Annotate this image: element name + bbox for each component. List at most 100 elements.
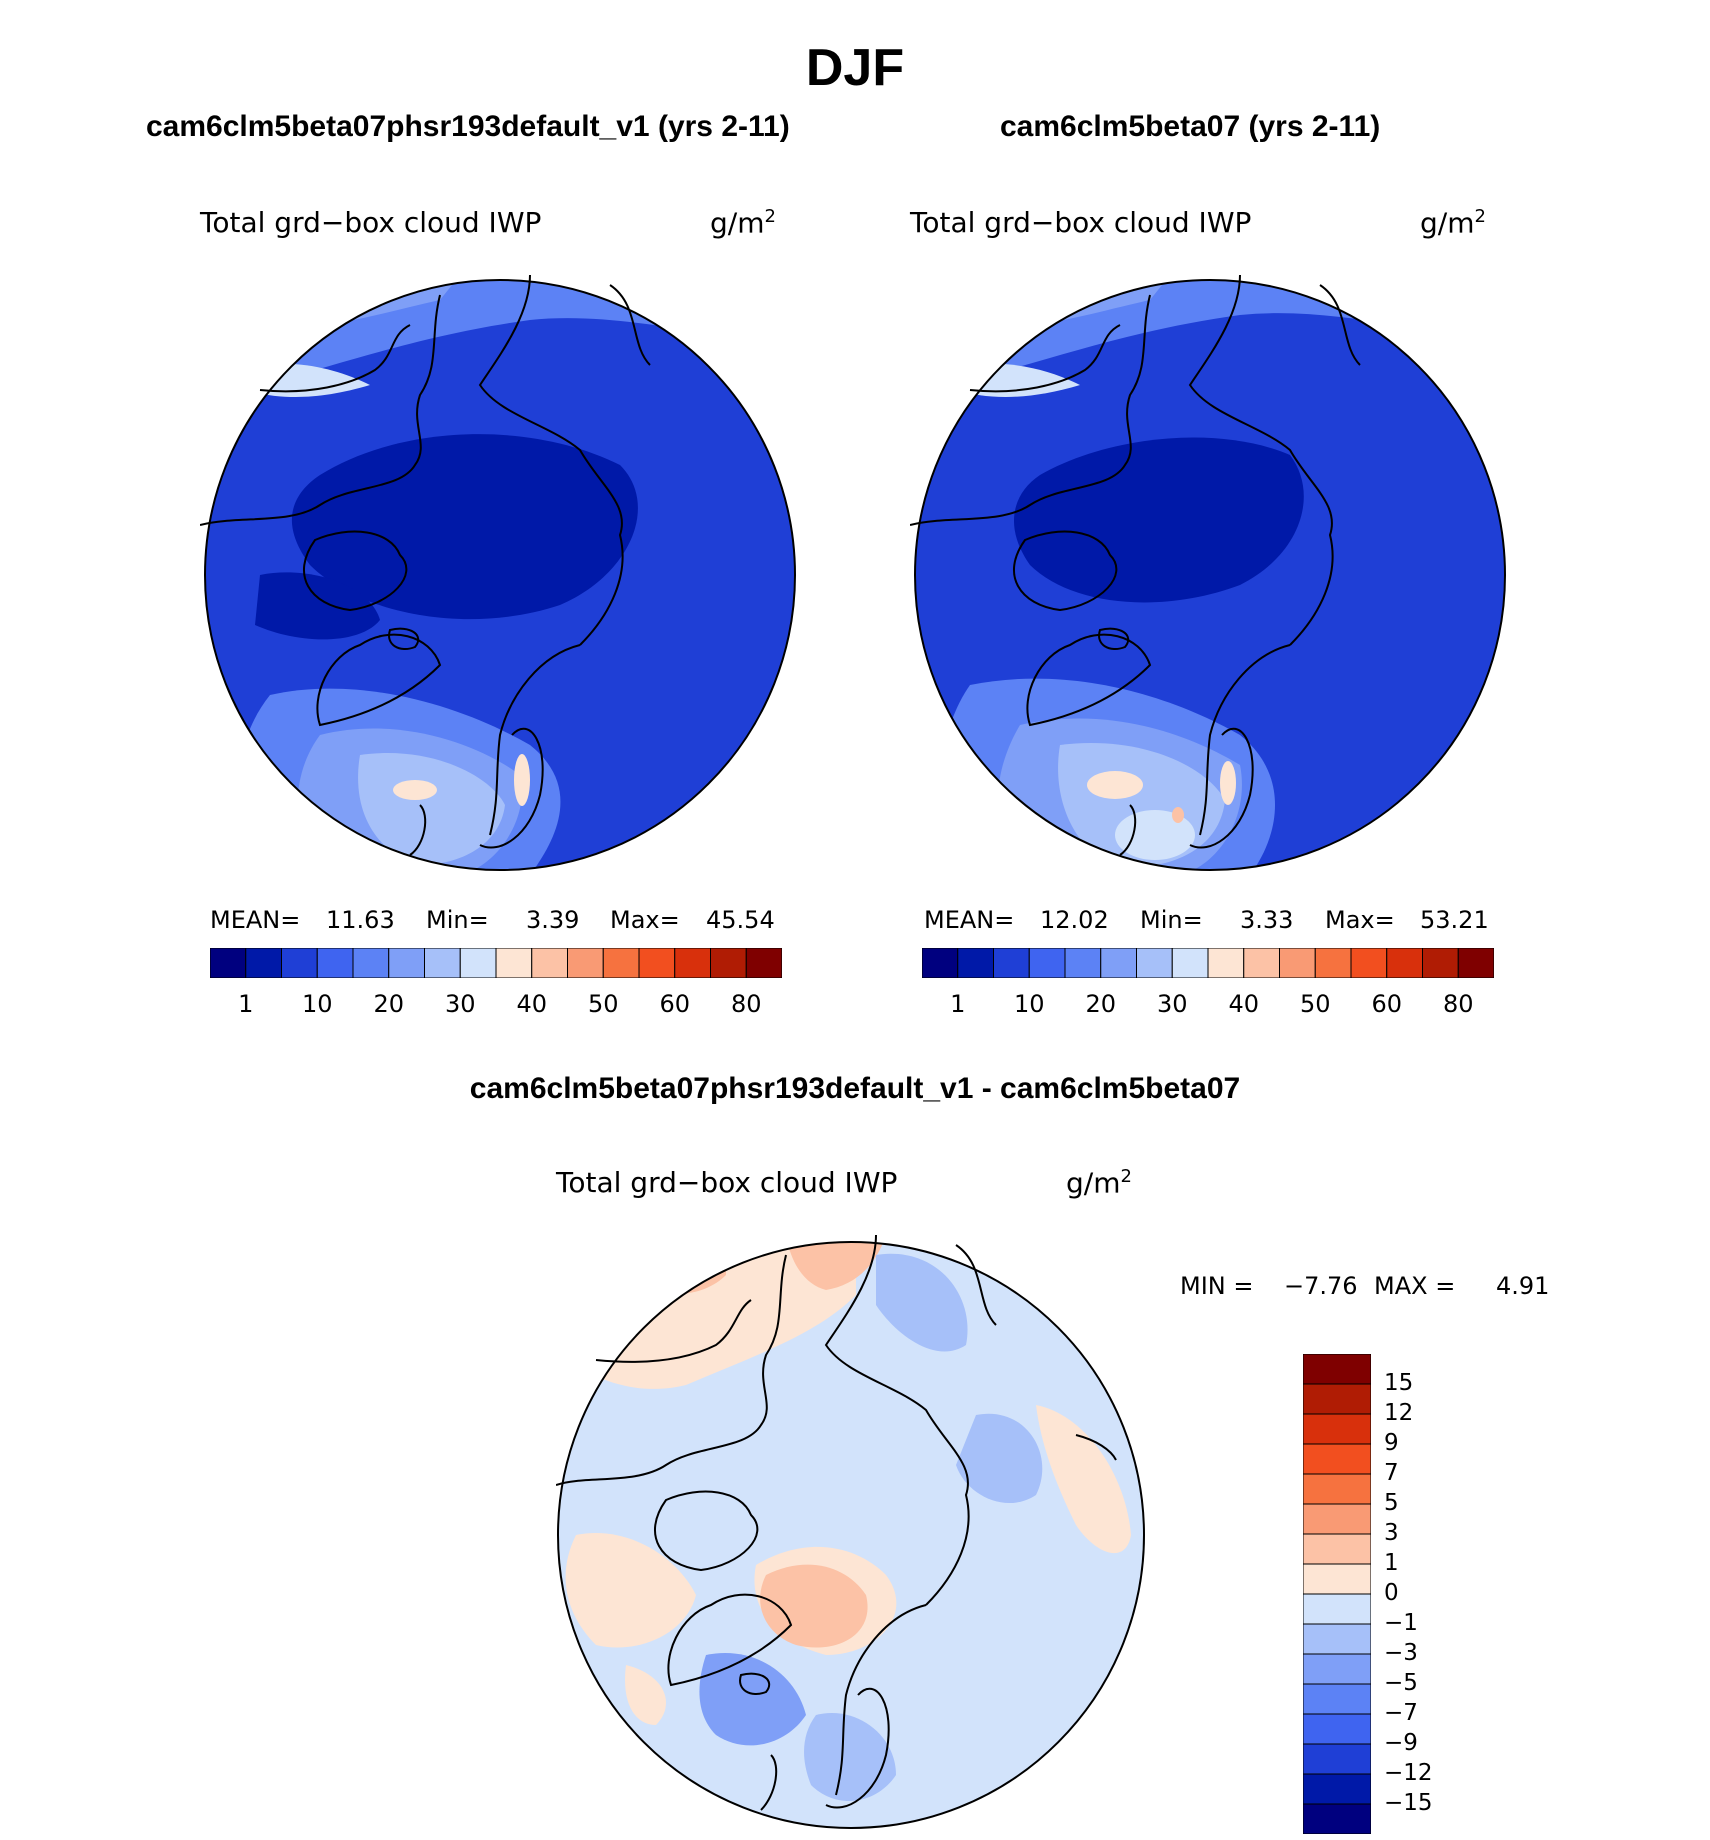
diff-colorbar-tick-label: −1 xyxy=(1384,1610,1418,1636)
panel1-colorbar-swatch-12 xyxy=(638,948,676,978)
diff-colorbar-tick-label: 0 xyxy=(1384,1580,1399,1606)
panel1-colorbar-tick-label: 80 xyxy=(730,990,762,1018)
panel1-colorbar-swatch-4 xyxy=(352,948,390,978)
panel1-mean-label: MEAN= xyxy=(210,906,301,934)
panel1-colorbar-swatch-3 xyxy=(316,948,354,978)
panel1-colorbar-swatch-14 xyxy=(710,948,747,978)
diff-field-pacific-pos2 xyxy=(616,1242,726,1294)
panel2-max-label: Max= xyxy=(1325,906,1395,934)
panel1-max-label: Max= xyxy=(610,906,680,934)
diff-field-canada-pos xyxy=(565,1533,696,1648)
panel2-field-arctic-low xyxy=(1013,437,1304,603)
panel1-colorbar-tick-label: 10 xyxy=(301,990,333,1018)
panel1-colorbar-swatch-1 xyxy=(245,948,282,978)
diff-colorbar-swatch-0 xyxy=(1303,1354,1371,1385)
panel2-colorbar-swatch-0 xyxy=(922,948,959,978)
panel2-colorbar-tick-label: 1 xyxy=(950,990,966,1018)
panel1-map-border xyxy=(204,279,796,871)
panel2-colorbar-swatch-3 xyxy=(1028,948,1066,978)
diff-colorbar-swatch-3 xyxy=(1303,1443,1371,1475)
panel2-mean-label: MEAN= xyxy=(924,906,1015,934)
diff-colorbar-swatch-9 xyxy=(1303,1623,1371,1655)
diff-min-label: MIN = xyxy=(1180,1272,1254,1300)
diff-colorbar-swatch-1 xyxy=(1303,1383,1371,1415)
panel1-field-norway-peak xyxy=(514,754,530,806)
diff-map-border xyxy=(557,1241,1145,1829)
panel1-colorbar-tick-label: 60 xyxy=(659,990,691,1018)
diff-colorbar-tick-label: 7 xyxy=(1384,1460,1399,1486)
panel2-min-label: Min= xyxy=(1140,906,1203,934)
panel2-mean-value: 12.02 xyxy=(1040,906,1109,934)
panel2-map xyxy=(910,275,1506,871)
panel1-field-iceland-peak xyxy=(393,780,437,800)
diff-colorbar-tick-label: 9 xyxy=(1384,1430,1399,1456)
panel1-colorbar-tick-label: 40 xyxy=(516,990,548,1018)
panel1-colorbar-swatch-9 xyxy=(531,948,568,978)
panel1-max-value: 45.54 xyxy=(706,906,775,934)
panel1-case-title: cam6clm5beta07phsr193default_v1 (yrs 2-1… xyxy=(146,110,790,143)
panel1-colorbar-swatch-13 xyxy=(674,948,711,978)
panel2-colorbar-swatch-10 xyxy=(1279,948,1316,978)
panel1-min-label: Min= xyxy=(426,906,489,934)
diff-field-europe-neg xyxy=(804,1713,896,1802)
season-title: DJF xyxy=(805,39,905,97)
panel2-var-title: Total grd−box cloud IWP xyxy=(910,206,1252,239)
diff-max-label: MAX = xyxy=(1374,1272,1456,1300)
panel1-field-atlantic-light xyxy=(358,753,505,865)
panel2-colorbar-swatch-13 xyxy=(1386,948,1423,978)
panel1-mean-value: 11.63 xyxy=(326,906,395,934)
diff-min-value: −7.76 xyxy=(1284,1272,1358,1300)
diff-colorbar-tick-label: −3 xyxy=(1384,1640,1418,1666)
diff-field-bering-neg xyxy=(876,1253,968,1352)
panel1-field-greenland-low xyxy=(255,572,380,640)
panel1-var-title: Total grd−box cloud IWP xyxy=(200,206,542,239)
diff-max-value: 4.91 xyxy=(1496,1272,1550,1300)
panel1-map xyxy=(200,275,796,871)
diff-field-siberia-neg xyxy=(956,1413,1043,1504)
panel2-colorbar-tick-label: 40 xyxy=(1228,990,1260,1018)
panel2-coastlines xyxy=(910,275,1361,856)
diff-colorbar-swatch-7 xyxy=(1303,1563,1371,1595)
diff-colorbar-swatch-2 xyxy=(1303,1413,1371,1445)
panel1-field-arctic-low xyxy=(291,434,638,620)
diff-colorbar-swatch-6 xyxy=(1303,1533,1371,1565)
panel1-colorbar-swatch-2 xyxy=(281,948,318,978)
diff-colorbar-tick-label: −12 xyxy=(1384,1760,1433,1786)
diff-colorbar-swatch-8 xyxy=(1303,1593,1371,1625)
panel2-colorbar-swatch-5 xyxy=(1100,948,1137,978)
panel1-colorbar-ticks: 1 10 20 30 40 50 60 80 xyxy=(210,990,782,1020)
diff-colorbar-tick-label: −7 xyxy=(1384,1700,1418,1726)
diff-field-north-atlantic-pos xyxy=(625,1665,666,1725)
diff-colorbar-swatch-11 xyxy=(1303,1683,1371,1715)
panel1-colorbar-tick-label: 1 xyxy=(238,990,254,1018)
diff-coastlines xyxy=(556,1235,1117,1811)
panel2-colorbar-swatch-2 xyxy=(993,948,1030,978)
panel2-colorbar-swatch-9 xyxy=(1243,948,1280,978)
panel2-colorbar-swatch-8 xyxy=(1207,948,1245,978)
diff-colorbar-tick-label: −5 xyxy=(1384,1670,1418,1696)
panel2-map-border xyxy=(914,279,1506,871)
panel2-colorbar-swatch-12 xyxy=(1350,948,1388,978)
diff-var-title: Total grd−box cloud IWP xyxy=(556,1166,898,1199)
panel2-colorbar-swatch-11 xyxy=(1314,948,1352,978)
panel1-colorbar-swatch-6 xyxy=(424,948,461,978)
panel2-colorbar-tick-label: 80 xyxy=(1442,990,1474,1018)
diff-colorbar-swatch-13 xyxy=(1303,1743,1371,1775)
diff-field-atlantic-neg xyxy=(699,1653,806,1746)
diff-colorbar-tick-label: −15 xyxy=(1384,1790,1433,1816)
panel1-colorbar-swatch-10 xyxy=(567,948,604,978)
diff-colorbar-swatch-15 xyxy=(1303,1803,1371,1834)
panel2-colorbar-tick-label: 60 xyxy=(1371,990,1403,1018)
panel1-colorbar-swatch-0 xyxy=(210,948,247,978)
panel2-colorbar-swatch-4 xyxy=(1064,948,1102,978)
diff-colorbar-swatch-10 xyxy=(1303,1653,1371,1685)
panel2-case-title: cam6clm5beta07 (yrs 2-11) xyxy=(1000,110,1381,143)
panel2-colorbar-tick-label: 10 xyxy=(1013,990,1045,1018)
panel1-colorbar-swatch-7 xyxy=(459,948,497,978)
panel2-colorbar-tick-label: 50 xyxy=(1299,990,1331,1018)
panel1-colorbar-swatch-11 xyxy=(602,948,640,978)
diff-case-title: cam6clm5beta07phsr193default_v1 - cam6cl… xyxy=(469,1072,1241,1105)
panel2-field-scotland-peak xyxy=(1172,807,1184,823)
panel1-colorbar-swatch-8 xyxy=(495,948,533,978)
diff-colorbar-swatch-4 xyxy=(1303,1473,1371,1505)
